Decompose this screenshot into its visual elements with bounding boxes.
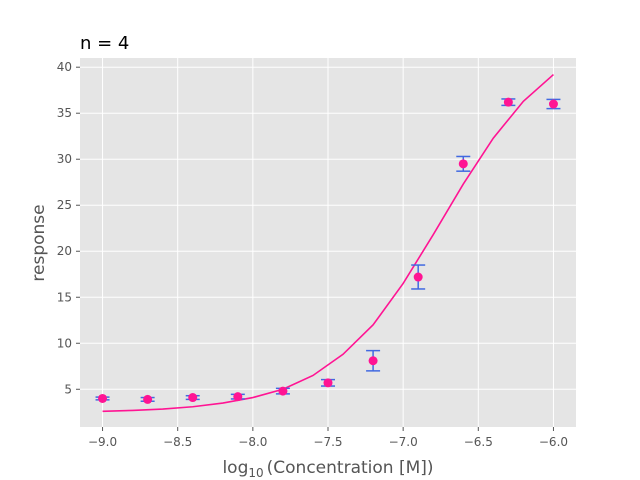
data-point-layer [98,97,558,404]
data-point [98,393,108,403]
tick-layer: −9.0 −8.5 −8.0 −7.5 −7.0 −6.5 −6.0 5 10 15 20 25 30 3… [57,60,568,449]
data-point [458,159,468,169]
y-tick-label: 40 [57,60,72,74]
y-tick-label: 25 [57,198,72,212]
data-point [188,393,198,403]
x-tick-label: −7.5 [313,435,342,449]
x-tick-label: −7.0 [389,435,418,449]
x-axis-label: log10 (Concentration [M]) [222,458,433,480]
y-tick-label: 10 [57,336,72,350]
x-tick-label: −8.5 [163,435,192,449]
fit-curve-line [102,73,554,413]
x-tick-label: −6.0 [539,435,568,449]
data-point [503,97,513,107]
x-tick-label: −9.0 [88,435,117,449]
data-point [548,99,558,109]
y-tick-label: 20 [57,244,72,258]
y-axis-label: response [29,204,49,281]
data-point [413,272,423,282]
data-point [233,392,243,402]
x-tick-label: −8.0 [238,435,267,449]
y-tick-label: 30 [57,152,72,166]
x-tick-label: −6.5 [464,435,493,449]
grid-layer [80,58,576,427]
data-point [143,394,153,404]
data-point [323,378,333,388]
chart-title: n = 4 [80,33,129,54]
y-tick-label: 5 [64,382,72,396]
data-point [278,386,288,396]
y-tick-label: 35 [57,106,72,120]
y-tick-label: 15 [57,290,72,304]
data-point [368,356,378,366]
